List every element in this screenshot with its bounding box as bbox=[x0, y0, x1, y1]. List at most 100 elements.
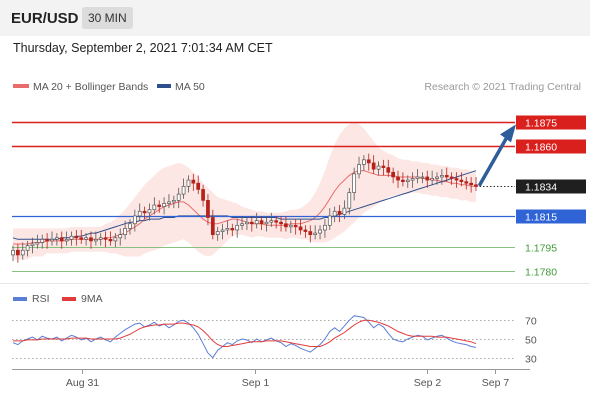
candle-body bbox=[25, 245, 30, 251]
rsi-line bbox=[12, 315, 477, 359]
candle-body bbox=[181, 185, 186, 195]
candle-body bbox=[313, 232, 318, 236]
candle-body bbox=[405, 179, 410, 182]
candle-body bbox=[128, 223, 132, 229]
candle-body bbox=[137, 210, 142, 217]
x-axis: Aug 31 Sep 1 Sep 2 Sep 7 bbox=[66, 369, 510, 389]
x-tick-label: Sep 7 bbox=[482, 377, 510, 389]
candle-body bbox=[298, 226, 303, 231]
candle-body bbox=[308, 231, 313, 236]
level-price-label: 1.1780 bbox=[525, 267, 557, 279]
candle-body bbox=[274, 220, 279, 223]
candle-body bbox=[235, 224, 240, 231]
timeframe-badge[interactable]: 30 MIN bbox=[82, 7, 133, 29]
candle-body bbox=[371, 162, 376, 170]
ma50-legend-label: MA 50 bbox=[175, 81, 205, 93]
candle-body bbox=[162, 203, 166, 207]
candle-body bbox=[386, 167, 391, 173]
candle-body bbox=[396, 176, 400, 181]
candle-body bbox=[191, 179, 196, 184]
candle-body bbox=[381, 165, 386, 168]
candle-body bbox=[293, 224, 298, 228]
candle-body bbox=[284, 223, 288, 228]
candle-body bbox=[93, 238, 98, 242]
candle-body bbox=[45, 238, 49, 242]
candle-body bbox=[157, 204, 162, 207]
candle-body bbox=[186, 179, 191, 187]
candle-body bbox=[464, 181, 469, 184]
candle-body bbox=[376, 165, 381, 170]
candle-body bbox=[249, 221, 254, 225]
rsi-legend-label: RSI bbox=[32, 293, 50, 305]
header-bar: EUR/USD 30 MIN bbox=[0, 0, 590, 36]
candle-body bbox=[459, 179, 464, 182]
resistance-price-tag bbox=[516, 115, 586, 130]
candle-body bbox=[401, 179, 405, 182]
candle-body bbox=[332, 210, 337, 217]
candle-body bbox=[142, 210, 147, 214]
rsi-tick-label: 50 bbox=[525, 335, 537, 347]
candle-body bbox=[16, 249, 20, 256]
candle-body bbox=[98, 237, 103, 240]
candle-body bbox=[50, 238, 54, 242]
ma50-legend-swatch bbox=[157, 84, 171, 88]
candle-body bbox=[254, 220, 259, 225]
x-tick-label: Aug 31 bbox=[66, 377, 99, 389]
support_major-price-tag bbox=[516, 209, 586, 224]
candle-body bbox=[415, 176, 420, 179]
rsi-panel: 70 50 30 bbox=[12, 315, 537, 366]
candle-body bbox=[435, 176, 439, 179]
forecast-arrow-shaft bbox=[478, 133, 510, 187]
x-tick-label: Sep 2 bbox=[414, 377, 442, 389]
candle-body bbox=[323, 224, 327, 231]
candle-body bbox=[303, 229, 308, 232]
ma9-legend-swatch bbox=[62, 297, 76, 301]
candle-body bbox=[440, 175, 444, 178]
candle-body bbox=[430, 178, 434, 181]
candle-body bbox=[288, 224, 293, 228]
candle-body bbox=[420, 176, 425, 179]
candle-body bbox=[118, 234, 123, 239]
candle-body bbox=[425, 176, 430, 181]
resistance-price-tag bbox=[516, 139, 586, 154]
candle-body bbox=[103, 237, 108, 240]
candle-body bbox=[176, 193, 181, 201]
candle-body bbox=[123, 228, 127, 236]
candle-body bbox=[196, 182, 201, 190]
rsi-legend-swatch bbox=[13, 297, 27, 301]
rsi-9ma-line bbox=[13, 319, 477, 347]
candle-body bbox=[474, 184, 478, 187]
candle-body bbox=[230, 228, 235, 231]
level-price-label: 1.1860 bbox=[525, 142, 557, 154]
rsi-tick-label: 70 bbox=[525, 316, 537, 328]
candle-body bbox=[225, 228, 230, 231]
candle-body bbox=[444, 175, 449, 178]
candle-body bbox=[69, 235, 74, 240]
candle-body bbox=[215, 231, 220, 236]
candle-body bbox=[259, 220, 264, 225]
level-price-label: 1.1834 bbox=[525, 182, 557, 194]
candle-body bbox=[132, 215, 137, 225]
candle-body bbox=[318, 229, 322, 234]
instrument-title: EUR/USD bbox=[11, 10, 79, 27]
candle-body bbox=[167, 201, 171, 204]
candle-body bbox=[74, 235, 79, 239]
candle-body bbox=[40, 238, 45, 243]
candle-body bbox=[11, 249, 15, 256]
candle-body bbox=[59, 237, 64, 242]
candle-body bbox=[55, 237, 59, 240]
candle-body bbox=[108, 238, 113, 242]
candle-body bbox=[79, 237, 84, 240]
candle-body bbox=[147, 209, 152, 214]
candle-body bbox=[171, 200, 176, 203]
level-price-label: 1.1815 bbox=[525, 212, 557, 224]
candle-body bbox=[362, 159, 366, 165]
candle-body bbox=[113, 237, 118, 242]
candle-body bbox=[210, 217, 215, 236]
candle-body bbox=[245, 221, 249, 225]
candle-body bbox=[20, 249, 25, 256]
candle-body bbox=[454, 178, 459, 181]
candle-body bbox=[264, 221, 269, 225]
level-price-label: 1.1795 bbox=[525, 243, 557, 255]
candle-body bbox=[449, 176, 454, 179]
